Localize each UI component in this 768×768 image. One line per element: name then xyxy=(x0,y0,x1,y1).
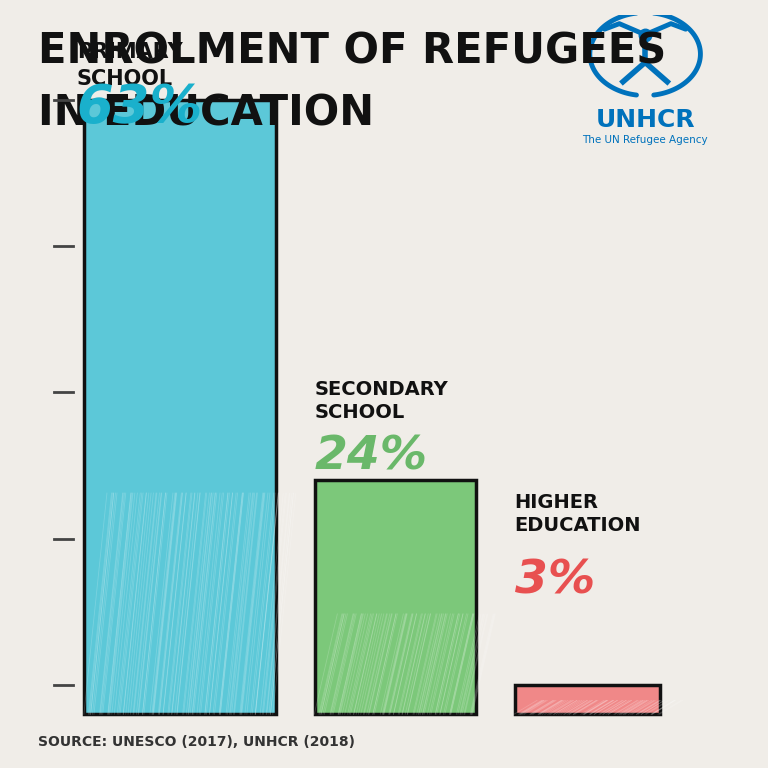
Text: 63%: 63% xyxy=(77,82,204,134)
Text: ENROLMENT OF REFUGEES: ENROLMENT OF REFUGEES xyxy=(38,31,667,73)
Text: IN EDUCATION: IN EDUCATION xyxy=(38,92,375,134)
Text: SOURCE: UNESCO (2017), UNHCR (2018): SOURCE: UNESCO (2017), UNHCR (2018) xyxy=(38,735,356,749)
Text: SCHOOL: SCHOOL xyxy=(77,69,173,89)
Text: SECONDARY: SECONDARY xyxy=(315,380,449,399)
Text: 3%: 3% xyxy=(515,558,594,603)
Text: UNHCR: UNHCR xyxy=(595,108,695,132)
Text: 24%: 24% xyxy=(315,434,428,479)
Text: SCHOOL: SCHOOL xyxy=(315,403,406,422)
Text: HIGHER: HIGHER xyxy=(515,493,598,512)
Text: The UN Refugee Agency: The UN Refugee Agency xyxy=(582,134,708,145)
Text: PRIMARY: PRIMARY xyxy=(77,42,183,62)
Text: EDUCATION: EDUCATION xyxy=(515,516,641,535)
